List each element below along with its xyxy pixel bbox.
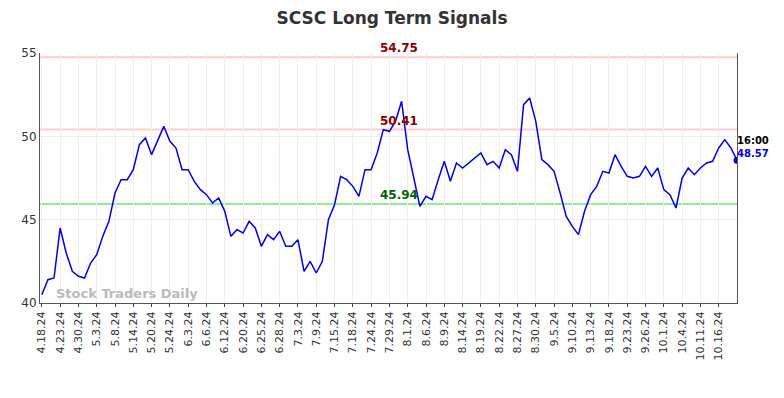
svg-text:6.12.24: 6.12.24: [218, 311, 231, 353]
svg-text:10.1.24: 10.1.24: [657, 311, 670, 353]
svg-text:9.26.24: 9.26.24: [639, 311, 652, 353]
svg-text:16:00: 16:00: [737, 135, 769, 146]
svg-text:55: 55: [21, 46, 36, 60]
svg-text:7.3.24: 7.3.24: [292, 311, 305, 346]
svg-text:Stock Traders Daily: Stock Traders Daily: [56, 286, 198, 301]
svg-text:45: 45: [21, 213, 36, 227]
svg-text:7.24.24: 7.24.24: [365, 311, 378, 353]
svg-text:8.30.24: 8.30.24: [529, 311, 542, 353]
svg-text:8.1.24: 8.1.24: [401, 311, 414, 346]
svg-text:7.15.24: 7.15.24: [328, 311, 341, 353]
svg-text:9.23.24: 9.23.24: [621, 311, 634, 353]
svg-text:8.6.24: 8.6.24: [420, 311, 433, 346]
svg-text:9.13.24: 9.13.24: [584, 311, 597, 353]
svg-text:5.3.24: 5.3.24: [90, 311, 103, 346]
svg-text:SCSC Long Term Signals: SCSC Long Term Signals: [276, 8, 507, 28]
svg-text:8.27.24: 8.27.24: [511, 311, 524, 353]
svg-text:48.57: 48.57: [737, 148, 769, 159]
svg-text:8.19.24: 8.19.24: [474, 311, 487, 353]
svg-text:54.75: 54.75: [380, 41, 418, 55]
svg-text:9.18.24: 9.18.24: [603, 311, 616, 353]
svg-text:4.23.24: 4.23.24: [54, 311, 67, 353]
svg-text:6.25.24: 6.25.24: [255, 311, 268, 353]
svg-text:9.10.24: 9.10.24: [566, 311, 579, 353]
svg-text:5.24.24: 5.24.24: [163, 311, 176, 353]
svg-text:4.18.24: 4.18.24: [35, 311, 48, 353]
svg-text:7.9.24: 7.9.24: [310, 311, 323, 346]
svg-text:7.18.24: 7.18.24: [346, 311, 359, 353]
svg-text:10.16.24: 10.16.24: [712, 311, 725, 360]
svg-text:10.11.24: 10.11.24: [694, 311, 707, 360]
svg-text:6.28.24: 6.28.24: [273, 311, 286, 353]
svg-text:9.5.24: 9.5.24: [548, 311, 561, 346]
svg-text:40: 40: [21, 296, 36, 310]
svg-text:10.4.24: 10.4.24: [676, 311, 689, 353]
svg-text:8.9.24: 8.9.24: [438, 311, 451, 346]
svg-text:50.41: 50.41: [380, 114, 418, 128]
svg-text:45.94: 45.94: [380, 188, 418, 202]
svg-text:5.20.24: 5.20.24: [145, 311, 158, 353]
svg-text:4.30.24: 4.30.24: [72, 311, 85, 353]
svg-text:7.29.24: 7.29.24: [383, 311, 396, 353]
svg-text:8.22.24: 8.22.24: [493, 311, 506, 353]
svg-text:50: 50: [21, 130, 36, 144]
svg-text:6.20.24: 6.20.24: [237, 311, 250, 353]
svg-text:5.8.24: 5.8.24: [109, 311, 122, 346]
svg-text:6.3.24: 6.3.24: [182, 311, 195, 346]
svg-text:8.14.24: 8.14.24: [456, 311, 469, 353]
svg-text:5.14.24: 5.14.24: [127, 311, 140, 353]
svg-text:6.6.24: 6.6.24: [200, 311, 213, 346]
